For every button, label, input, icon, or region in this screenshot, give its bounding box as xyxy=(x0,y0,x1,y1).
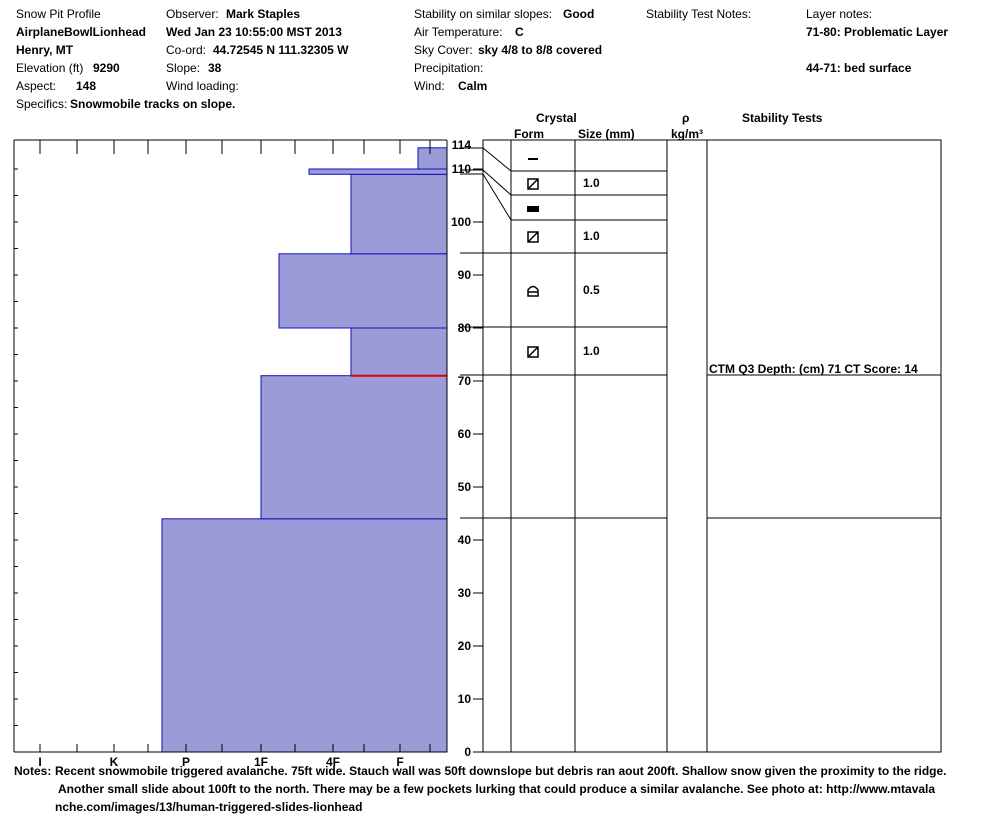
hardness-bar xyxy=(161,518,448,753)
hardness-bar xyxy=(417,147,448,170)
hardness-bar xyxy=(278,253,448,329)
depth-label: 80 xyxy=(458,321,472,335)
stability-value: Good xyxy=(563,7,595,21)
depth-label: 30 xyxy=(458,586,472,600)
specifics-label: Specifics: xyxy=(16,97,68,111)
faceted-crystal-icon xyxy=(527,346,539,358)
layer-note-1: 71-80: Problematic Layer xyxy=(806,25,949,39)
hardness-label: F xyxy=(396,755,403,769)
size-header: Size (mm) xyxy=(578,127,635,141)
faceted-crystal-slash xyxy=(527,346,539,358)
crystal-header: Crystal xyxy=(536,111,577,125)
layer-note-2: 44-71: bed surface xyxy=(806,61,912,75)
air-temp-label: Air Temperature: xyxy=(414,25,503,39)
depth-label: 100 xyxy=(451,215,471,229)
hardness-label: P xyxy=(182,755,190,769)
depth-label: 20 xyxy=(458,639,472,653)
elevation-label: Elevation (ft) xyxy=(16,61,84,75)
stability-label: Stability on similar slopes: xyxy=(414,7,553,21)
hardness-label: I xyxy=(38,755,41,769)
observer-value: Mark Staples xyxy=(226,7,301,21)
stability-tests-header: Stability Tests xyxy=(742,111,823,125)
notes-line-1: Recent snowmobile triggered avalanche. 7… xyxy=(55,764,947,778)
density-symbol: ρ xyxy=(682,111,690,125)
faceted-crystal-slash xyxy=(527,178,539,190)
observer-label: Observer: xyxy=(166,7,219,21)
hardness-bar xyxy=(350,173,448,255)
crystal-size: 1.0 xyxy=(583,229,600,243)
layer-connector xyxy=(482,173,512,221)
hardness-label: K xyxy=(110,755,119,769)
crust-icon xyxy=(527,206,539,212)
faceted-crystal-icon xyxy=(527,178,539,190)
layer-connector xyxy=(482,169,512,196)
wind-value: Calm xyxy=(458,79,488,93)
air-temp-value: C xyxy=(515,25,524,39)
specifics-value: Snowmobile tracks on slope. xyxy=(70,97,236,111)
depth-label: 90 xyxy=(458,268,472,282)
sky-label: Sky Cover: xyxy=(414,43,473,57)
faceted-crystal-slash xyxy=(527,231,539,243)
hardness-bar xyxy=(308,168,448,175)
depth-label: 70 xyxy=(458,374,472,388)
sky-value: sky 4/8 to 8/8 covered xyxy=(478,43,603,57)
stability-test-result: CTM Q3 Depth: (cm) 71 CT Score: 14 xyxy=(709,362,918,376)
stability-notes-label: Stability Test Notes: xyxy=(646,7,752,21)
wind-loading-label: Wind loading: xyxy=(166,79,239,93)
faceted-crystal-icon xyxy=(527,231,539,243)
hardness-bar xyxy=(350,327,448,377)
depth-label: 110 xyxy=(452,162,472,176)
depth-label: 60 xyxy=(458,427,472,441)
coord-value: 44.72545 N 111.32305 W xyxy=(213,43,349,57)
density-unit: kg/m³ xyxy=(671,127,704,141)
depth-label: 50 xyxy=(458,480,472,494)
crystal-size: 1.0 xyxy=(583,176,600,190)
depth-label: 40 xyxy=(458,533,472,547)
form-header: Form xyxy=(514,127,544,141)
aspect-value: 148 xyxy=(76,79,97,93)
datetime: Wed Jan 23 10:55:00 MST 2013 xyxy=(166,25,342,39)
elevation-value: 9290 xyxy=(93,61,120,75)
precip-label: Precipitation: xyxy=(414,61,484,75)
notes-line-3: nche.com/images/13/human-triggered-slide… xyxy=(55,800,363,814)
hardness-label: 4F xyxy=(326,755,340,769)
wind-label: Wind: xyxy=(414,79,445,93)
coord-label: Co-ord: xyxy=(166,43,207,57)
hardness-label: 1F xyxy=(254,755,268,769)
aspect-label: Aspect: xyxy=(16,79,57,93)
crystal-size: 0.5 xyxy=(583,283,600,297)
crystal-size: 1.0 xyxy=(583,344,600,358)
depth-label: 0 xyxy=(464,745,471,759)
pit-title: Snow Pit Profile xyxy=(16,7,101,21)
slope-value: 38 xyxy=(208,61,222,75)
notes-label: Notes: xyxy=(14,764,52,778)
slope-label: Slope: xyxy=(166,61,201,75)
layer-notes-label: Layer notes: xyxy=(806,7,873,21)
depth-label: 114 xyxy=(452,138,472,152)
location-name: AirplaneBowlLionhead xyxy=(16,25,147,39)
depth-label: 10 xyxy=(458,692,472,706)
region: Henry, MT xyxy=(16,43,74,57)
layer-connector xyxy=(482,147,512,172)
notes-line-2: Another small slide about 100ft to the n… xyxy=(58,782,936,796)
hardness-bar xyxy=(260,375,448,520)
depth-hoar-icon xyxy=(527,285,539,297)
layer-table-frame xyxy=(482,139,942,753)
